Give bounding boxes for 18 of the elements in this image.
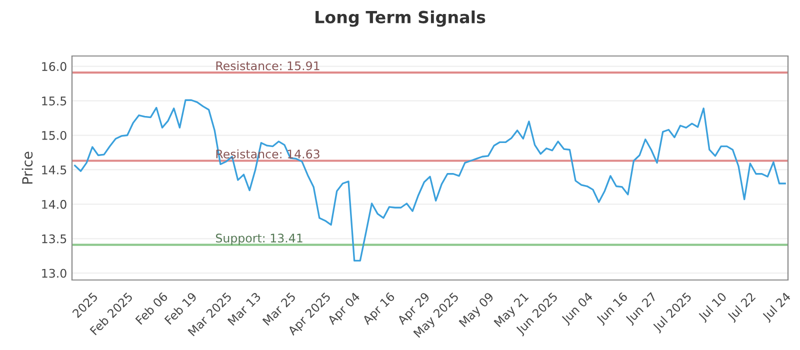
x-tick-label: Jun 04	[560, 292, 595, 326]
x-tick-label: Jul 22	[726, 292, 758, 323]
x-tick-label: Mar 25	[262, 292, 296, 326]
x-tick-label: Jul 10	[697, 292, 729, 323]
x-tick-label: Jul 24	[761, 292, 793, 323]
chart-title: Long Term Signals	[316, 10, 486, 27]
y-tick-label: 15.5	[42, 96, 66, 106]
y-tick-label: 13.5	[42, 234, 66, 244]
x-tick-label: Apr 16	[362, 292, 397, 327]
y-tick-label: 14.5	[42, 166, 66, 174]
y-axis-title: Price	[22, 152, 33, 184]
y-tick-label: 14.0	[42, 200, 66, 209]
y-tick-label: 15.0	[42, 130, 66, 140]
y-tick-label: 16.0	[42, 62, 66, 71]
ref-line-label: Resistance: 15.91	[216, 61, 320, 70]
y-tick-label: 13.0	[42, 268, 66, 278]
ref-line-label: Support: 13.41	[216, 234, 302, 245]
line-series	[74, 99, 786, 262]
